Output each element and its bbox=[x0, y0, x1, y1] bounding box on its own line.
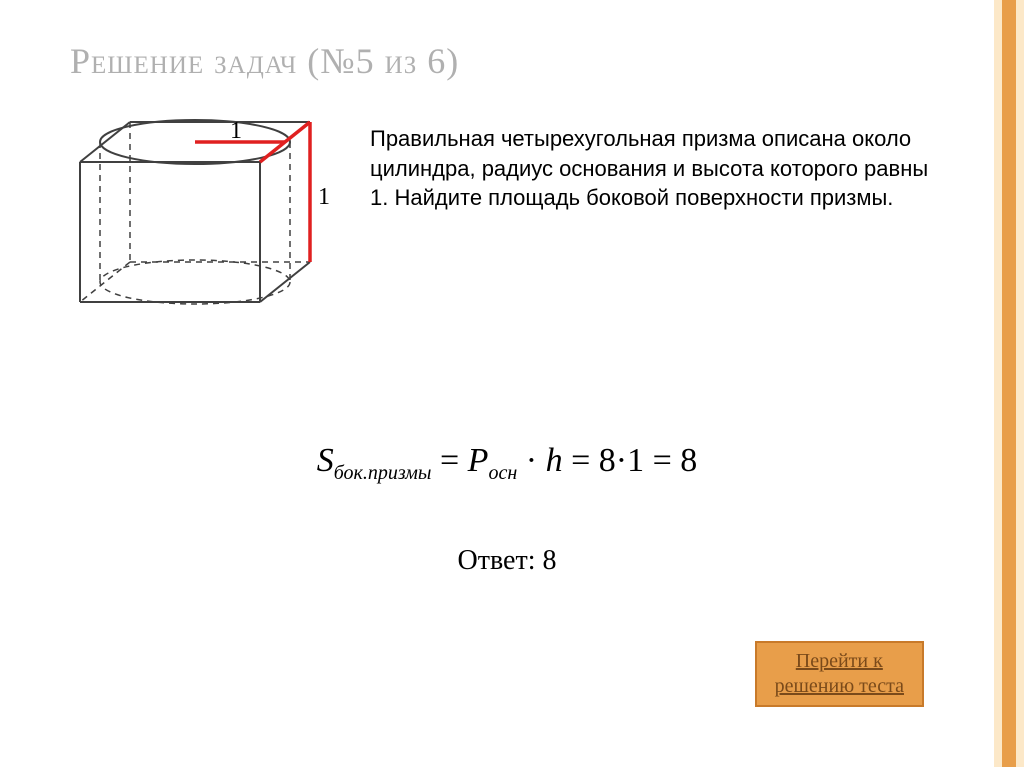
formula-P: P bbox=[468, 442, 489, 479]
formula-P-sub: осн bbox=[488, 462, 517, 484]
formula: Sбок.призмы = Pосн · h = 8·1 = 8 bbox=[70, 442, 944, 485]
decorative-stripe-inner bbox=[1002, 0, 1016, 767]
answer-line: Ответ: 8 bbox=[70, 545, 944, 577]
answer-value: 8 bbox=[542, 545, 556, 576]
formula-dot2: · bbox=[616, 442, 627, 479]
slide-title: Решение задач (№5 из 6) bbox=[70, 40, 944, 82]
goto-test-link[interactable]: Перейти к решению теста bbox=[755, 641, 924, 707]
figure-label-side: 1 bbox=[318, 184, 330, 210]
formula-dot1: · bbox=[517, 442, 545, 479]
link-line2: решению теста bbox=[775, 675, 904, 697]
formula-S-sub: бок.призмы bbox=[334, 462, 432, 484]
figure-label-top: 1 bbox=[230, 118, 242, 144]
slide-body: Решение задач (№5 из 6) bbox=[0, 0, 994, 767]
formula-h: h bbox=[546, 442, 563, 479]
link-line1: Перейти к bbox=[796, 650, 883, 672]
prism-figure: 1 1 bbox=[70, 112, 330, 332]
formula-eq1: = bbox=[431, 442, 467, 479]
formula-val1: 8 bbox=[599, 442, 616, 479]
formula-eq2: = bbox=[563, 442, 599, 479]
problem-text: Правильная четырехугольная призма описан… bbox=[370, 112, 944, 213]
content-row: 1 1 Правильная четырехугольная призма оп… bbox=[70, 112, 944, 332]
answer-label: Ответ: bbox=[458, 545, 543, 576]
formula-S: S bbox=[317, 442, 334, 479]
formula-val2: 1 bbox=[627, 442, 644, 479]
formula-eq3: = bbox=[644, 442, 680, 479]
formula-result: 8 bbox=[680, 442, 697, 479]
